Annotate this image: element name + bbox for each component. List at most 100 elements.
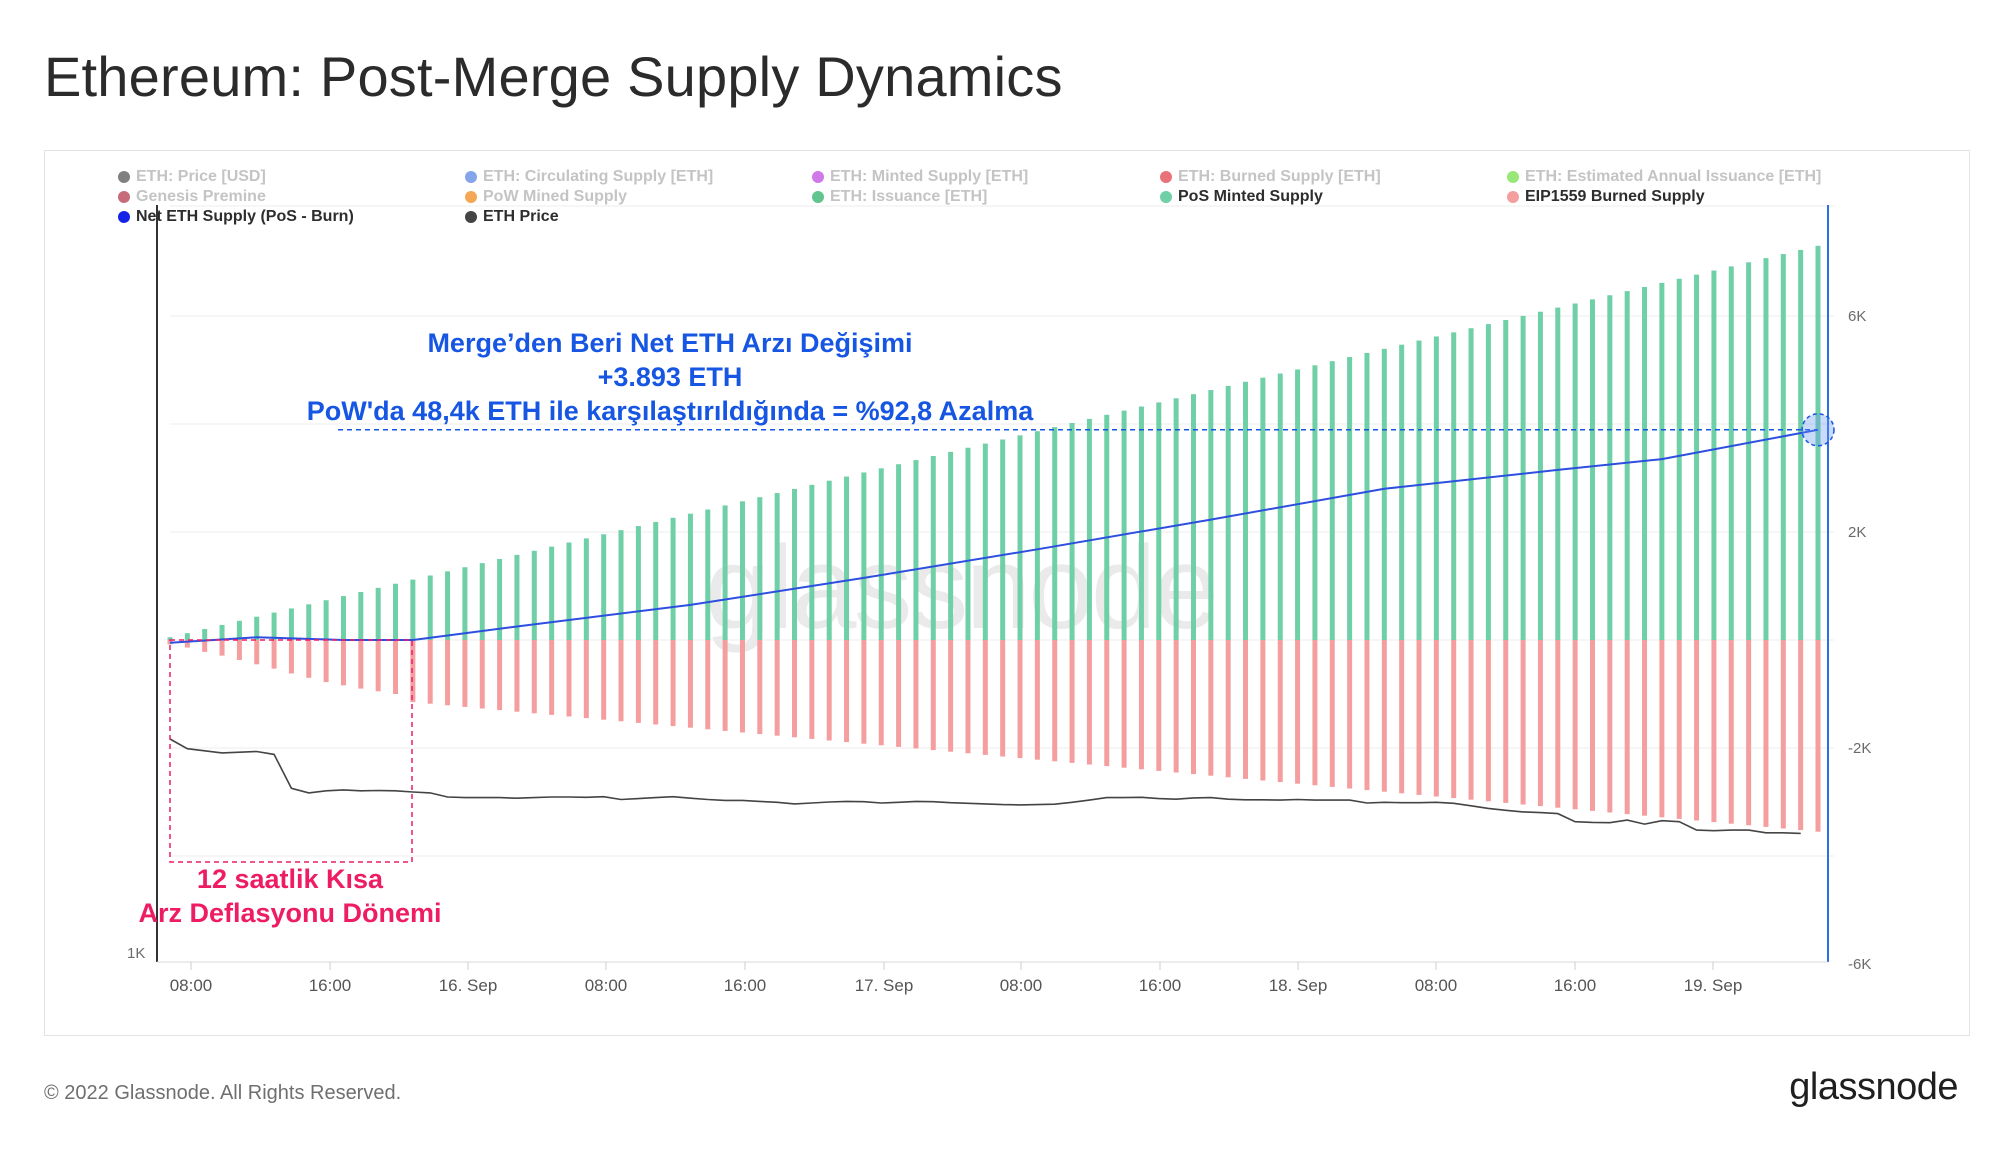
legend-item-minted-supply[interactable]: ETH: Minted Supply [ETH] (812, 168, 1028, 186)
pos-minted-bar (514, 554, 520, 640)
burned-supply-bar (462, 640, 468, 707)
net-change-title: Merge’den Beri Net ETH Arzı Değişimi (427, 328, 913, 358)
burned-supply-bar (1017, 640, 1023, 759)
pos-minted-bar (497, 559, 503, 640)
burned-supply-bar (340, 640, 346, 686)
legend-dot-icon (1507, 191, 1519, 203)
pos-minted-bar (358, 591, 364, 640)
legend-dot-icon (1160, 191, 1172, 203)
legend-label: PoS Minted Supply (1178, 188, 1323, 205)
pos-minted-bar (1572, 303, 1578, 640)
legend-item-pow-mined-supply[interactable]: PoW Mined Supply (465, 188, 627, 206)
pos-minted-bar (1416, 340, 1422, 640)
pos-minted-bar (549, 546, 555, 640)
pos-minted-bar (1451, 332, 1457, 640)
legend-item-eth-price-usd[interactable]: ETH: Price [USD] (118, 168, 266, 186)
chart-legend: ETH: Price [USD] ETH: Circulating Supply… (72, 168, 1952, 234)
burned-supply-bar (1000, 640, 1006, 757)
legend-label: ETH: Burned Supply [ETH] (1178, 168, 1381, 185)
x-axis-tick-label: 16:00 (724, 976, 767, 995)
pos-minted-bar (1676, 278, 1682, 640)
burned-supply-bar (1589, 640, 1595, 811)
net-change-value: +3.893 ETH (597, 362, 743, 392)
burned-supply-bar (479, 640, 485, 709)
pos-minted-bar (653, 521, 659, 640)
pos-minted-bar (1017, 435, 1023, 640)
burned-supply-bar (635, 640, 641, 723)
pos-minted-bar (1555, 307, 1561, 640)
burned-supply-bar (219, 640, 225, 656)
pos-minted-bar (375, 587, 381, 640)
burned-supply-bar (896, 640, 902, 747)
pos-minted-bar (1104, 414, 1110, 640)
legend-label: ETH: Estimated Annual Issuance [ETH] (1525, 168, 1822, 185)
pos-minted-bar (1642, 287, 1648, 640)
burned-supply-bar (1451, 640, 1457, 799)
pos-minted-bar (1711, 270, 1717, 640)
burned-supply-bar (1676, 640, 1682, 819)
pos-minted-bar (1347, 357, 1353, 640)
pos-minted-bar (340, 596, 346, 640)
burned-supply-bar (254, 640, 260, 665)
legend-item-circulating-supply[interactable]: ETH: Circulating Supply [ETH] (465, 168, 713, 186)
pos-minted-bar (1746, 262, 1752, 640)
pos-minted-bar (1815, 245, 1821, 641)
pos-minted-bar (1381, 348, 1387, 640)
legend-label: Net ETH Supply (PoS - Burn) (136, 208, 354, 225)
burned-supply-bar (1190, 640, 1196, 775)
net-change-marker (1801, 413, 1835, 447)
burned-supply-bar (670, 640, 676, 727)
legend-item-pos-minted-supply[interactable]: PoS Minted Supply (1160, 188, 1323, 206)
pos-minted-bar (306, 604, 312, 640)
pos-minted-bar (202, 629, 208, 640)
pos-minted-bar (809, 484, 815, 640)
legend-dot-icon (812, 191, 824, 203)
pos-minted-bar (1503, 319, 1509, 640)
legend-item-issuance[interactable]: ETH: Issuance [ETH] (812, 188, 987, 206)
burned-supply-bar (739, 640, 745, 733)
pos-minted-bar (948, 451, 954, 640)
pos-minted-bar (1763, 258, 1769, 640)
burned-supply-bar (1815, 640, 1821, 832)
burned-supply-bar (1381, 640, 1387, 792)
pos-minted-bar (1225, 385, 1231, 640)
pos-minted-bar (1607, 295, 1613, 640)
pos-minted-bar (1728, 266, 1734, 640)
burned-supply-bar (323, 640, 329, 683)
burned-supply-bar (844, 640, 850, 743)
pos-minted-bar (670, 517, 676, 640)
burned-supply-bar (705, 640, 711, 730)
burned-supply-bar (757, 640, 763, 735)
x-axis-tick-label: 08:00 (170, 976, 213, 995)
pos-minted-bar (167, 637, 173, 640)
deflation-period-box (169, 639, 413, 863)
pos-minted-bar (826, 480, 832, 640)
burned-supply-bar (1642, 640, 1648, 816)
legend-item-net-eth-supply[interactable]: Net ETH Supply (PoS - Burn) (118, 208, 354, 226)
pos-minted-bar (323, 600, 329, 640)
burned-supply-bar (514, 640, 520, 712)
pos-minted-bar (1069, 423, 1075, 640)
legend-item-burned-supply[interactable]: ETH: Burned Supply [ETH] (1160, 168, 1381, 186)
pos-minted-bar (1173, 398, 1179, 640)
legend-item-genesis-premine[interactable]: Genesis Premine (118, 188, 266, 206)
pos-minted-bar (1659, 282, 1665, 640)
legend-item-eth-price[interactable]: ETH Price (465, 208, 559, 226)
burned-supply-bar (410, 640, 416, 703)
legend-label: EIP1559 Burned Supply (1525, 188, 1705, 205)
legend-item-estimated-annual-issuance[interactable]: ETH: Estimated Annual Issuance [ETH] (1507, 168, 1821, 186)
legend-item-eip1559-burned-supply[interactable]: EIP1559 Burned Supply (1507, 188, 1705, 206)
pos-minted-bar (1208, 390, 1214, 640)
pos-minted-bar (1364, 352, 1370, 640)
burned-supply-bar (1555, 640, 1561, 808)
net-supply-line (169, 428, 1819, 644)
burned-supply-bar (601, 640, 607, 720)
glassnode-logo[interactable]: glassnode (1789, 1066, 1958, 1108)
pos-minted-bar (1433, 336, 1439, 640)
pos-minted-bar (1052, 427, 1058, 640)
burned-supply-bar (1728, 640, 1734, 824)
burned-supply-bar (1086, 640, 1092, 765)
burned-supply-bar (722, 640, 728, 731)
pos-minted-bar (445, 571, 451, 640)
burned-supply-bar (1780, 640, 1786, 829)
